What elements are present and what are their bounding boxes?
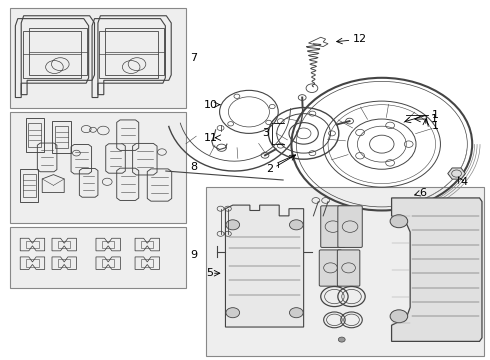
FancyBboxPatch shape	[10, 226, 186, 288]
Text: 4: 4	[460, 177, 467, 187]
Circle shape	[390, 215, 408, 228]
Text: 3: 3	[262, 129, 269, 138]
Circle shape	[390, 310, 408, 323]
Text: 1: 1	[432, 110, 439, 120]
Text: 10: 10	[203, 100, 218, 110]
Text: 1: 1	[431, 114, 438, 124]
FancyBboxPatch shape	[319, 250, 342, 286]
FancyBboxPatch shape	[206, 187, 485, 356]
Text: 5: 5	[206, 268, 213, 278]
Text: 1: 1	[432, 121, 439, 131]
Text: 8: 8	[190, 162, 197, 172]
FancyBboxPatch shape	[10, 112, 186, 223]
FancyBboxPatch shape	[321, 206, 345, 247]
Circle shape	[290, 308, 303, 318]
Circle shape	[338, 337, 345, 342]
FancyBboxPatch shape	[10, 8, 186, 108]
Circle shape	[226, 220, 240, 230]
Text: 6: 6	[419, 188, 426, 198]
Text: 11: 11	[203, 133, 218, 143]
Text: 12: 12	[352, 34, 367, 44]
FancyBboxPatch shape	[338, 206, 362, 247]
Polygon shape	[392, 198, 482, 341]
Text: 2: 2	[266, 164, 273, 174]
Polygon shape	[448, 168, 466, 179]
Text: 7: 7	[190, 53, 197, 63]
Text: 9: 9	[190, 250, 197, 260]
FancyBboxPatch shape	[337, 250, 360, 286]
Circle shape	[226, 308, 240, 318]
Circle shape	[290, 220, 303, 230]
Polygon shape	[225, 205, 304, 327]
